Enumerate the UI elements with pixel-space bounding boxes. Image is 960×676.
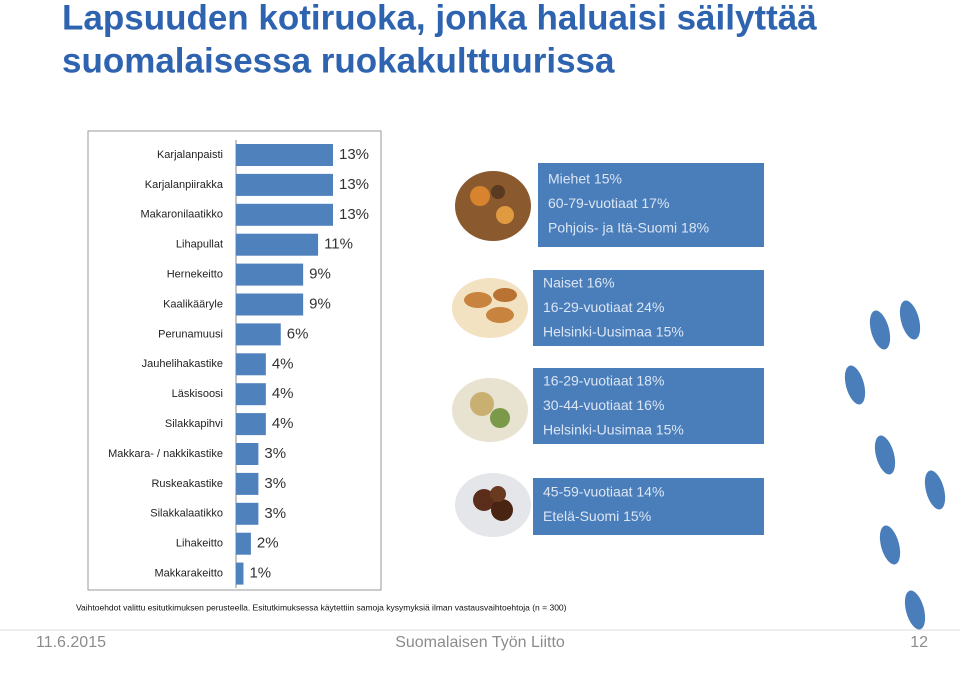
bar — [236, 383, 266, 406]
bar — [236, 144, 333, 166]
category-label: Karjalanpaisti — [157, 149, 223, 161]
callout-line: 16-29-vuotiaat 18% — [543, 373, 664, 389]
callout-line: 45-59-vuotiaat 14% — [543, 484, 664, 500]
category-label: Ruskeakastike — [151, 478, 223, 490]
category-label: Silakkapihvi — [165, 418, 223, 430]
value-label: 11% — [324, 236, 353, 253]
bar — [236, 263, 304, 286]
bar — [236, 323, 281, 346]
footer-organization: Suomalaisen Työn Liitto — [395, 634, 565, 651]
value-label: 3% — [264, 445, 286, 462]
category-label: Lihapullat — [176, 239, 223, 251]
category-label: Makkara- / nakkikastike — [108, 448, 223, 460]
bar — [236, 413, 266, 436]
category-label: Kaalikääryle — [163, 298, 223, 310]
callout-line: Etelä-Suomi 15% — [543, 508, 651, 524]
food-images — [452, 171, 531, 537]
value-label: 13% — [339, 176, 369, 193]
category-label: Hernekeitto — [167, 269, 223, 281]
category-label: Lihakeitto — [176, 538, 223, 550]
category-label: Makkarakeitto — [155, 568, 223, 580]
category-label: Perunamuusi — [158, 328, 223, 340]
callout-box — [538, 163, 764, 247]
chart-frame — [87, 130, 382, 591]
bar — [236, 562, 244, 585]
callout-box — [533, 368, 764, 444]
callout-box — [533, 478, 764, 535]
value-label: 2% — [257, 535, 279, 552]
callout-line: Naiset 16% — [543, 275, 615, 291]
value-label: 13% — [339, 206, 369, 223]
value-label: 1% — [249, 565, 271, 582]
footprint-icons — [844, 300, 946, 630]
callout-box — [533, 270, 764, 346]
bar — [236, 472, 259, 495]
page-number: 12 — [910, 634, 928, 651]
callout-line: 30-44-vuotiaat 16% — [543, 397, 664, 413]
category-label: Karjalanpiirakka — [145, 179, 224, 191]
category-label: Läskisoosi — [172, 388, 223, 400]
bar — [236, 502, 259, 525]
callout-line: 16-29-vuotiaat 24% — [543, 299, 664, 315]
bar — [236, 203, 333, 226]
value-label: 6% — [287, 325, 309, 342]
category-label: Jauhelihakastike — [142, 358, 223, 370]
footer-date: 11.6.2015 — [36, 634, 106, 651]
bar — [236, 353, 266, 376]
value-label: 13% — [339, 146, 369, 163]
bar — [236, 293, 304, 316]
footnote: Vaihtoehdot valittu esitutkimuksen perus… — [76, 602, 567, 612]
value-label: 4% — [272, 415, 294, 432]
value-label: 9% — [309, 266, 331, 283]
callout-line: Helsinki-Uusimaa 15% — [543, 422, 684, 438]
value-label: 3% — [264, 505, 286, 522]
value-label: 9% — [309, 295, 331, 312]
bar — [236, 233, 319, 256]
value-label: 4% — [272, 385, 294, 402]
title-line: suomalaisessa ruokakulttuurissa — [62, 41, 615, 80]
callout-line: Miehet 15% — [548, 171, 622, 187]
callout-line: Pohjois- ja Itä-Suomi 18% — [548, 220, 709, 236]
callout-line: 60-79-vuotiaat 17% — [548, 195, 669, 211]
bar — [236, 443, 259, 465]
category-label: Silakkalaatikko — [150, 508, 223, 520]
value-label: 4% — [272, 355, 294, 372]
bar — [236, 173, 333, 196]
callout-line: Helsinki-Uusimaa 15% — [543, 324, 684, 340]
title-line: Lapsuuden kotiruoka, jonka haluaisi säil… — [62, 0, 817, 37]
category-label: Makaronilaatikko — [140, 209, 223, 221]
value-label: 3% — [264, 475, 286, 492]
bar — [236, 532, 251, 555]
